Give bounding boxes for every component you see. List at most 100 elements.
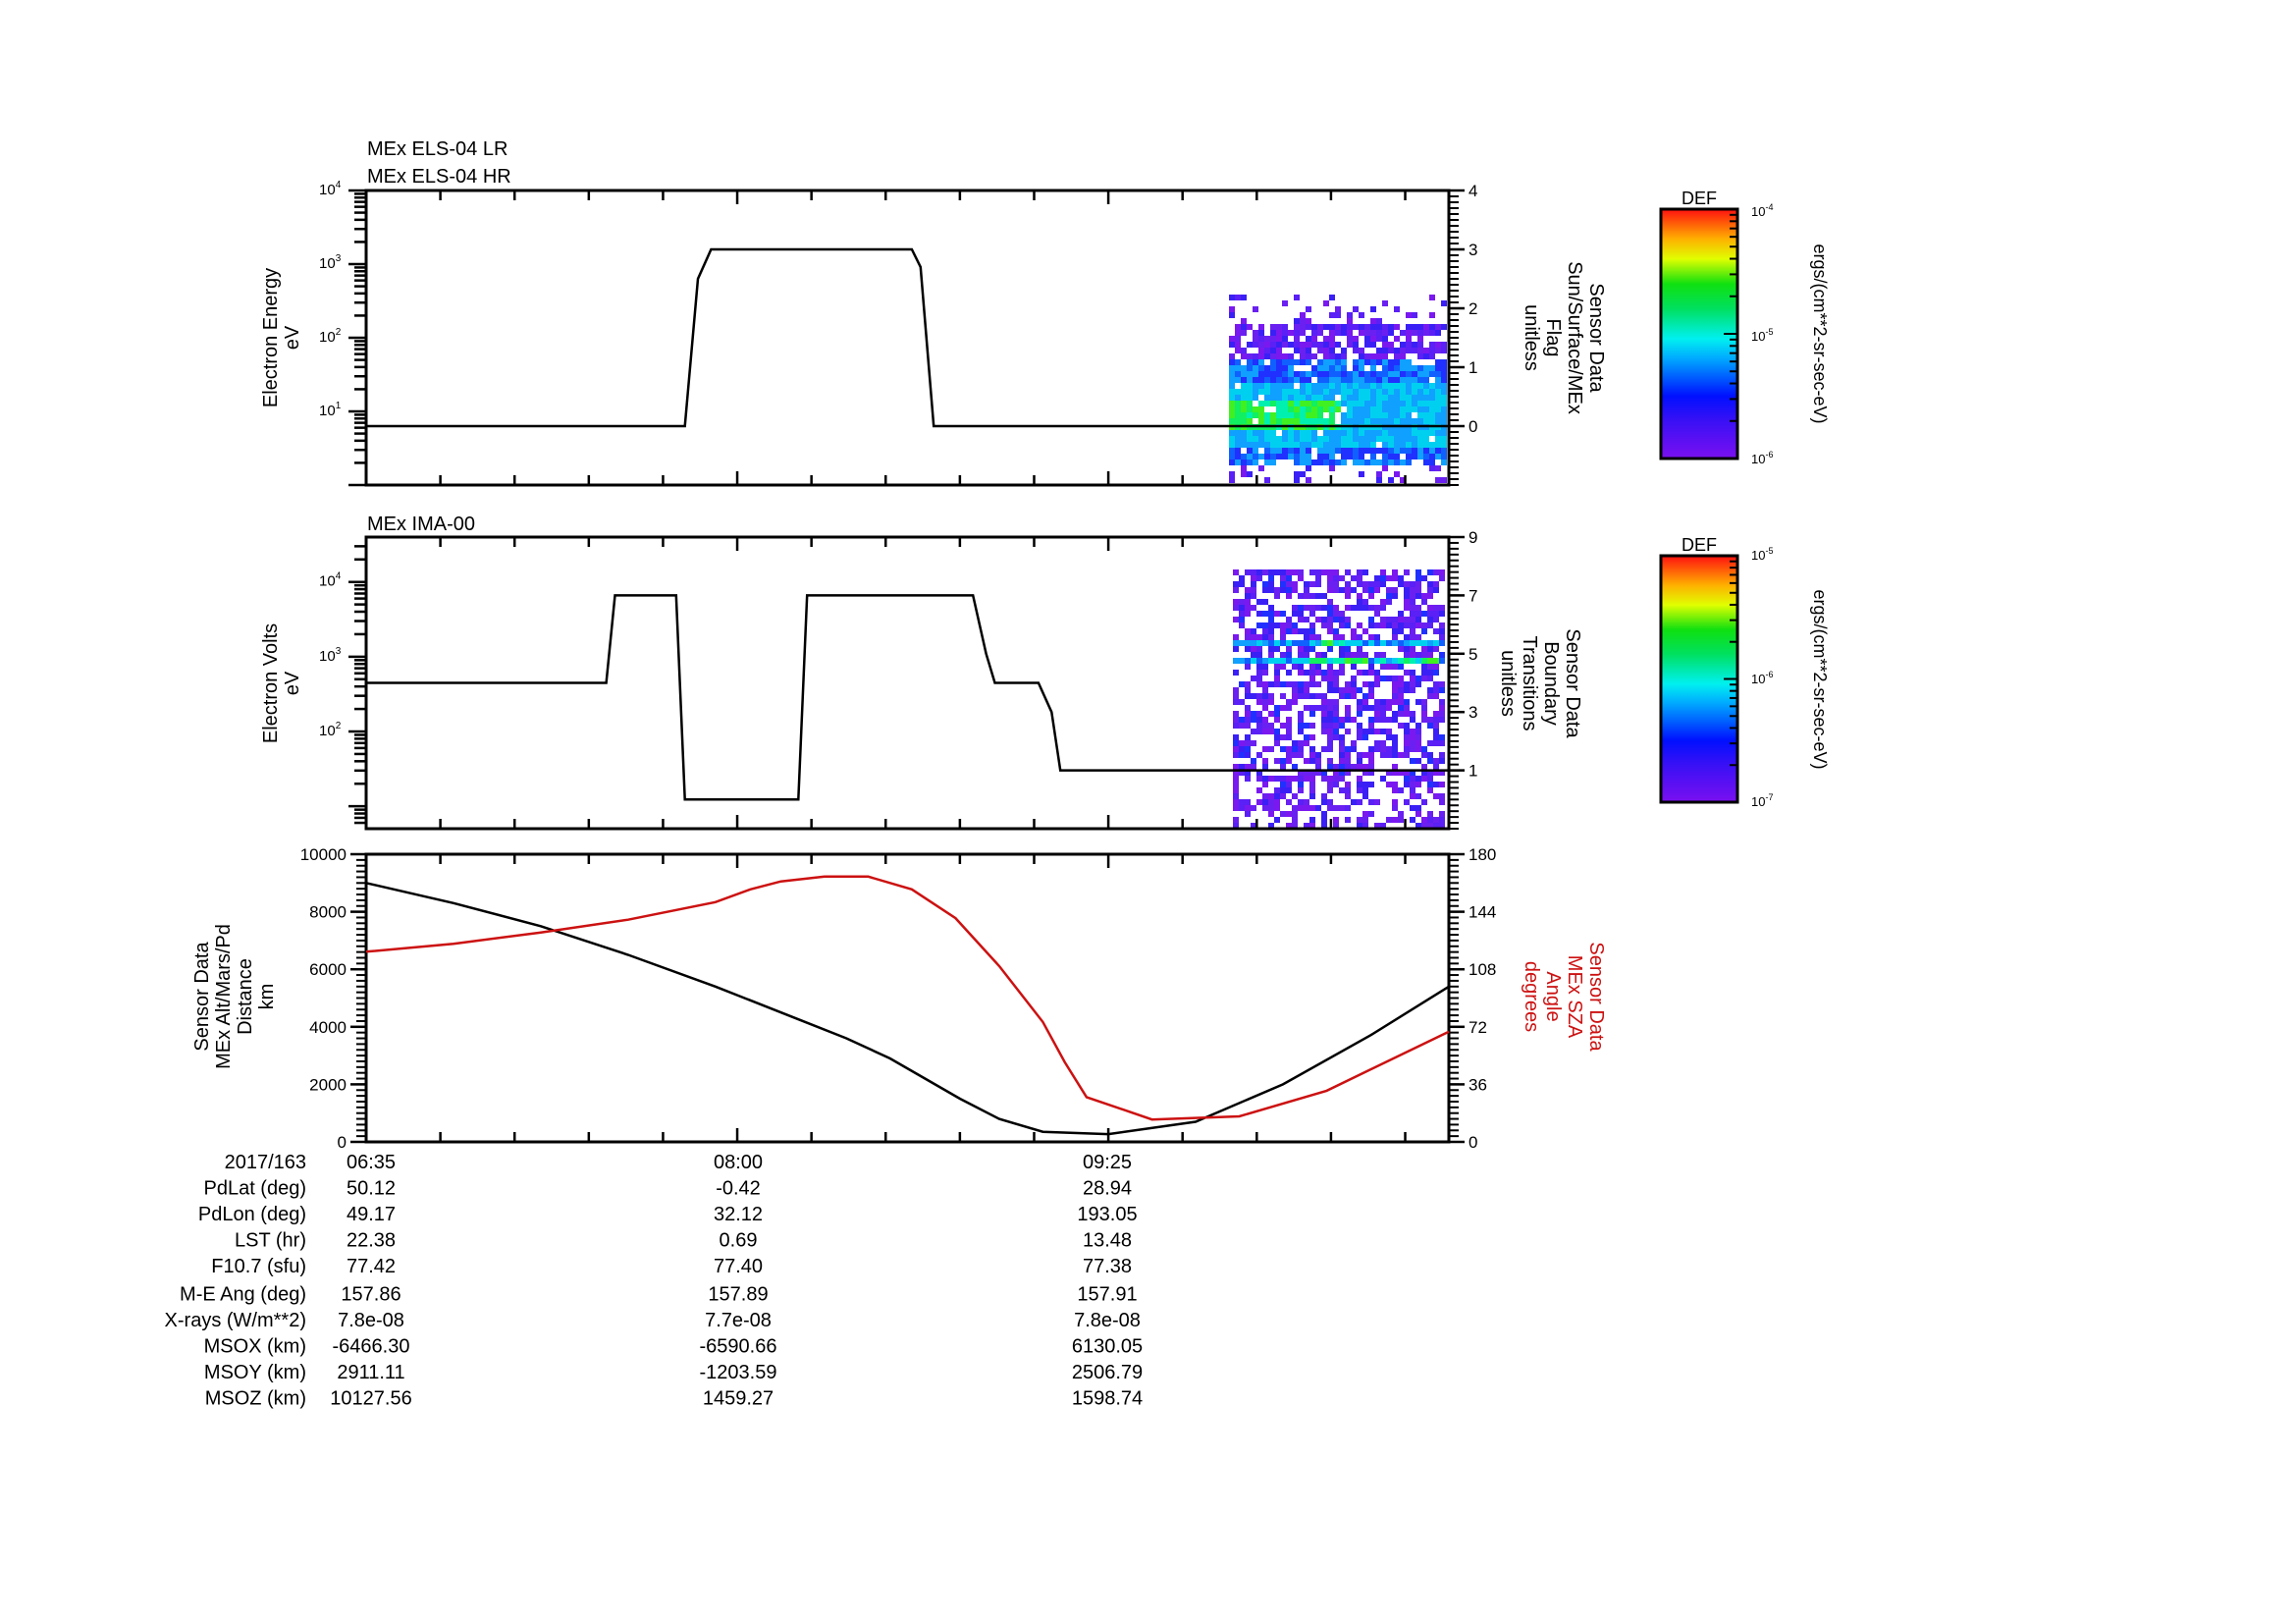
table-cell: 2506.79 [1072, 1362, 1143, 1383]
svg-text:6000: 6000 [309, 960, 347, 979]
table-cell: 157.91 [1077, 1284, 1137, 1306]
svg-text:103: 103 [319, 646, 342, 665]
colorbar-ima: DEF 10-5 10-6 10-7 ergs/(cm**2-sr-sec-eV… [1659, 535, 1830, 809]
table-cell: 7.8e-08 [338, 1310, 404, 1331]
svg-text:0: 0 [1468, 417, 1477, 436]
time-label: 06:35 [347, 1152, 396, 1173]
table-cell: 49.17 [347, 1204, 396, 1225]
table-cell: 28.94 [1083, 1178, 1132, 1200]
svg-text:102: 102 [319, 327, 342, 346]
table-cell: 6130.05 [1072, 1336, 1143, 1358]
svg-text:2: 2 [1468, 299, 1477, 318]
svg-text:5: 5 [1468, 645, 1477, 664]
time-label: 09:25 [1083, 1152, 1132, 1173]
y2-label-ima: Sensor Data Boundary Transitions unitles… [1497, 628, 1583, 738]
table-cell: 7.8e-08 [1074, 1310, 1141, 1331]
svg-text:10-6: 10-6 [1751, 670, 1773, 686]
spectrogram-ima [1233, 569, 1445, 829]
svg-text:1: 1 [1468, 358, 1477, 377]
table-cell: -6590.66 [700, 1336, 777, 1358]
panel-orbit: 180 144 108 72 36 0 10000 8000 6000 4000 2000 0 Sen… [191, 845, 1607, 1152]
table-cell: 77.40 [714, 1256, 763, 1277]
axes-orbit: 180 144 108 72 36 0 10000 8000 6000 4000 2000 0 [300, 845, 1497, 1152]
svg-text:Boundary: Boundary [1540, 641, 1562, 726]
svg-text:Sensor Data: Sensor Data [191, 942, 213, 1052]
table-row-label: LST (hr) [235, 1230, 306, 1252]
table-row-label: F10.7 (sfu) [211, 1256, 306, 1277]
svg-text:Angle: Angle [1542, 971, 1564, 1021]
table-cell: -6466.30 [333, 1336, 410, 1358]
svg-text:8000: 8000 [309, 903, 347, 922]
svg-text:Sensor Data: Sensor Data [1585, 283, 1607, 393]
y-label-els: Electron Energy eV [260, 268, 303, 407]
panel-title-ima: MEx IMA-00 [367, 514, 475, 535]
table-cell: 157.86 [341, 1284, 400, 1306]
svg-text:10-5: 10-5 [1751, 327, 1773, 344]
ephemeris-table: 2017/163 06:35 08:00 09:25 PdLat (deg) 50.12 -… [165, 1152, 1144, 1410]
svg-text:101: 101 [319, 401, 342, 419]
svg-text:10-5: 10-5 [1751, 546, 1773, 563]
colorbar-els-units: ergs/(cm**2-sr-sec-eV) [1810, 243, 1830, 423]
svg-text:144: 144 [1468, 903, 1496, 922]
panel-title-els-hr: MEx ELS-04 HR [367, 166, 511, 188]
boundary-line [366, 594, 1449, 801]
svg-text:4000: 4000 [309, 1018, 347, 1037]
table-row-label: PdLon (deg) [198, 1204, 306, 1225]
svg-text:104: 104 [319, 180, 342, 198]
svg-text:0: 0 [1468, 1133, 1477, 1152]
svg-text:Sensor Data: Sensor Data [1562, 628, 1583, 738]
svg-text:unitless: unitless [1497, 650, 1519, 717]
y-label-ima: Electron Volts eV [260, 623, 303, 743]
svg-text:DEF: DEF [1682, 535, 1717, 555]
table-cell: 32.12 [714, 1204, 763, 1225]
svg-text:Distance: Distance [235, 958, 256, 1035]
svg-text:Electron Energy: Electron Energy [260, 268, 282, 407]
table-cell: 77.38 [1083, 1256, 1132, 1277]
svg-text:108: 108 [1468, 960, 1496, 979]
date-label: 2017/163 [225, 1152, 306, 1173]
svg-text:Sun/Surface/MEx: Sun/Surface/MEx [1564, 261, 1585, 414]
table-cell: -1203.59 [700, 1362, 777, 1383]
axes-els: 4 3 2 1 0 104 103 102 101 [319, 180, 1477, 487]
table-cell: -0.42 [716, 1178, 761, 1200]
svg-text:10-6: 10-6 [1751, 450, 1773, 466]
table-cell: 0.69 [720, 1230, 758, 1252]
svg-text:3: 3 [1468, 703, 1477, 722]
svg-text:10-4: 10-4 [1751, 202, 1773, 219]
colorbar-ima-units: ergs/(cm**2-sr-sec-eV) [1810, 589, 1830, 769]
svg-text:7: 7 [1468, 586, 1477, 605]
svg-text:10-7: 10-7 [1751, 792, 1773, 809]
table-cell: 157.89 [708, 1284, 768, 1306]
table-cell: 1598.74 [1072, 1388, 1143, 1410]
table-row-label: MSOX (km) [204, 1336, 306, 1358]
panel-els: MEx ELS-04 LR MEx ELS-04 HR 4 3 2 1 0 104 103 1… [260, 138, 1607, 487]
colorbar-els: DEF 10-4 10-5 10-6 ergs/(cm**2-sr-sec-eV… [1659, 189, 1830, 466]
table-row-label: X-rays (W/m**2) [165, 1310, 306, 1331]
svg-text:Flag: Flag [1542, 319, 1564, 357]
svg-text:4: 4 [1468, 182, 1477, 200]
spectrogram-els [1229, 295, 1447, 483]
y2-label-orbit: Sensor Data MEx SZA Angle degrees [1521, 942, 1607, 1052]
svg-text:103: 103 [319, 253, 342, 272]
svg-text:2000: 2000 [309, 1075, 347, 1094]
table-cell: 22.38 [347, 1230, 396, 1252]
table-cell: 7.7e-08 [705, 1310, 772, 1331]
svg-text:10000: 10000 [300, 845, 347, 864]
svg-text:9: 9 [1468, 528, 1477, 547]
axes-ima: 9 7 5 3 1 104 103 102 [319, 528, 1477, 831]
panel-title-els-lr: MEx ELS-04 LR [367, 138, 507, 160]
svg-text:Electron Volts: Electron Volts [260, 623, 282, 743]
svg-text:1: 1 [1468, 762, 1477, 781]
sza-line [365, 875, 1450, 1121]
svg-text:eV: eV [282, 671, 303, 695]
svg-text:104: 104 [319, 571, 342, 590]
table-cell: 77.42 [347, 1256, 396, 1277]
table-cell: 2911.11 [337, 1362, 404, 1383]
svg-text:Transitions: Transitions [1519, 635, 1540, 730]
svg-text:102: 102 [319, 721, 342, 739]
table-cell: 10127.56 [330, 1388, 411, 1410]
y-label-orbit: Sensor Data MEx Alt/Mars/Pd Distance km [191, 924, 278, 1069]
svg-text:eV: eV [282, 325, 303, 350]
svg-text:Sensor Data: Sensor Data [1585, 942, 1607, 1052]
svg-text:0: 0 [338, 1133, 347, 1152]
